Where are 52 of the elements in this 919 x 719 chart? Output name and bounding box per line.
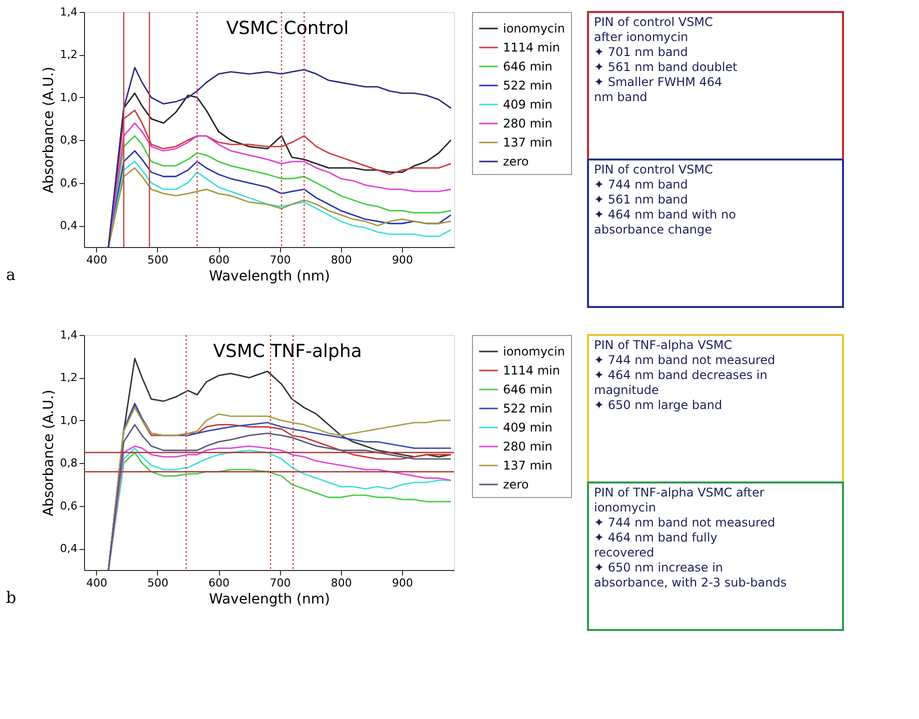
x-tick-label: 800 (330, 254, 352, 266)
text: PIN of control VSMC ✦ 744 nm band ✦ 561 nm band ✦ 464 nm band with no absorbance change (594, 162, 736, 236)
x-tick-label: 900 (392, 254, 414, 266)
chart-title: VSMC TNF-alpha (213, 341, 362, 362)
x-tick-label: 500 (147, 576, 168, 590)
legend-label: 522 min (503, 78, 552, 92)
x-axis-title: Wavelength (nm) (209, 592, 330, 608)
legend-label: 280 min (503, 116, 552, 130)
legend-label: 1114 min (503, 40, 560, 54)
legend-label: 522 min (503, 402, 552, 416)
legend-label: 409 min (503, 420, 552, 434)
x-tick-label: 400 (86, 576, 108, 590)
y-tick-label: 0,6 (60, 176, 78, 190)
legend-label: 137 min (503, 458, 552, 472)
y-tick-label: 1,2 (60, 371, 78, 384)
y-tick-label: 1,4 (60, 6, 78, 18)
chart-title: VSMC Control (226, 18, 349, 39)
x-axis-title: Wavelength (nm) (209, 268, 330, 284)
x-tick-label: 400 (86, 254, 108, 266)
legend-label: 646 min (503, 60, 552, 74)
y-axis-title: Absorbance (A.U.) (41, 66, 58, 194)
legend-label: 1114 min (503, 364, 560, 378)
text: b (6, 588, 16, 607)
y-tick-label: 1,4 (60, 328, 78, 342)
x-tick-label: 800 (330, 576, 352, 590)
legend-label: 646 min (503, 382, 552, 396)
y-tick-label: 0,8 (60, 134, 78, 147)
y-tick-label: 0,4 (60, 219, 78, 232)
text: PIN of TNF-alpha VSMC after ionomycin ✦ 744 nm band not measured ✦ 464 nm band fully recovered ✦ 650 nm increase in absorbance, with 2-3 sub-bands (594, 486, 787, 590)
y-tick-label: 0,6 (60, 499, 78, 512)
legend-label: 137 min (503, 136, 552, 150)
y-axis-title: Absorbance (A.U.) (41, 390, 58, 516)
legend-label: 280 min (503, 440, 552, 454)
y-tick-label: 1,2 (60, 48, 78, 62)
text: a (6, 265, 16, 284)
text: PIN of control VSMC after ionomycin ✦ 701 nm band ✦ 561 nm band doublet ✦ Smaller FWHM 464 nm band (594, 15, 738, 104)
x-tick-label: 700 (270, 576, 291, 590)
y-tick-label: 1,0 (60, 90, 78, 104)
legend-label: zero (503, 154, 529, 168)
text: PIN of TNF-alpha VSMC ✦ 744 nm band not measured ✦ 464 nm band decreases in magnitude ✦ 650 nm large band (594, 338, 776, 412)
legend-label: ionomycin (503, 22, 565, 36)
x-tick-label: 600 (208, 576, 230, 590)
x-tick-label: 500 (147, 254, 168, 266)
y-tick-label: 1,0 (60, 414, 78, 427)
legend-label: ionomycin (503, 344, 565, 358)
y-tick-label: 0,4 (60, 542, 78, 556)
x-tick-label: 600 (208, 254, 230, 266)
legend-label: 409 min (503, 98, 552, 112)
x-tick-label: 900 (392, 576, 414, 590)
legend-label: zero (503, 478, 529, 492)
x-tick-label: 700 (270, 254, 291, 266)
y-tick-label: 0,8 (60, 456, 78, 470)
